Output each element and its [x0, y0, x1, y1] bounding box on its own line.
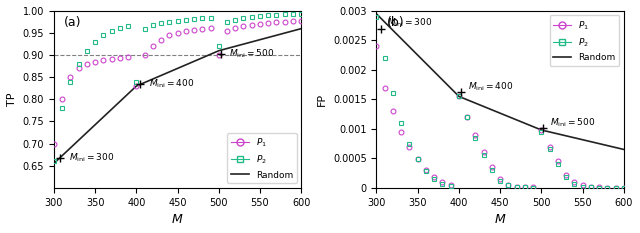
X-axis label: M: M: [172, 213, 183, 226]
Text: $M_{\rm ini}=300$: $M_{\rm ini}=300$: [68, 151, 114, 164]
Legend: $P_1$, $P_2$, Random: $P_1$, $P_2$, Random: [550, 15, 620, 66]
Text: (a): (a): [64, 16, 81, 29]
Legend: $P_1$, $P_2$, Random: $P_1$, $P_2$, Random: [227, 133, 297, 183]
Y-axis label: FP: FP: [317, 93, 327, 106]
Text: $M_{\rm ini}=300$: $M_{\rm ini}=300$: [387, 17, 433, 29]
Text: $M_{\rm ini}=500$: $M_{\rm ini}=500$: [550, 116, 595, 129]
Text: $M_{\rm ini}=500$: $M_{\rm ini}=500$: [230, 47, 275, 60]
Text: (b): (b): [387, 16, 404, 29]
Text: $M_{\rm ini}=400$: $M_{\rm ini}=400$: [148, 77, 194, 90]
X-axis label: M: M: [495, 213, 506, 226]
Y-axis label: TP: TP: [7, 93, 17, 106]
Text: $M_{\rm ini}=400$: $M_{\rm ini}=400$: [468, 80, 513, 93]
